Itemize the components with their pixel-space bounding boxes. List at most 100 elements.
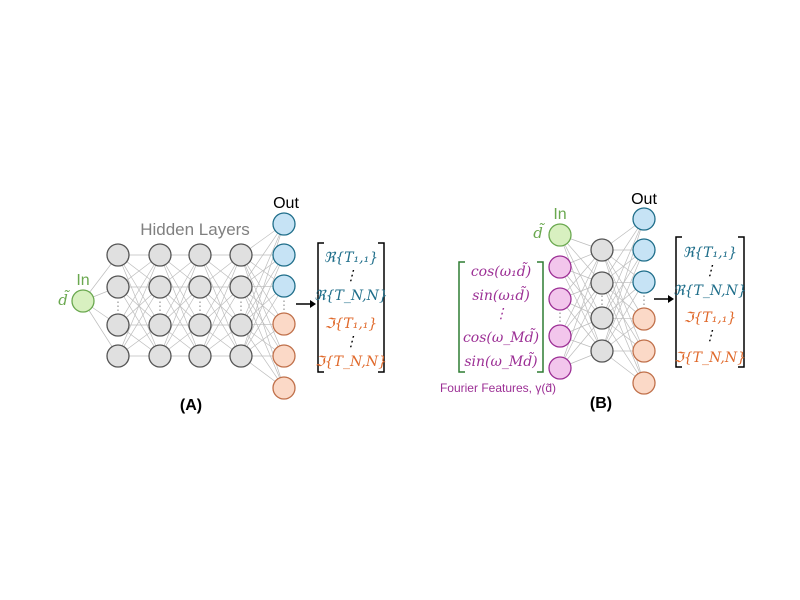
panel-a-hidden-l1-2 [106, 275, 130, 299]
fourier-cos-1: cos(ω₁d̃) [471, 261, 531, 280]
panel-a-hidden-l4-4 [229, 344, 253, 368]
edge [559, 234, 603, 319]
panel-a-out-label: Out [273, 195, 299, 212]
panel-a-input-var: d̃ [58, 290, 70, 309]
edge [240, 286, 285, 389]
panel-a-hidden-layers-label: Hidden Layers [140, 220, 250, 239]
panel-a-hidden-l3-4 [188, 344, 212, 368]
panel-b-out-real-nn: ℜ{T_N,N} [673, 283, 747, 299]
panel-b-hidden-dots: ⋮ [596, 293, 608, 307]
panel-a-hidden-l2-1 [148, 243, 172, 267]
panel-a-in-label: In [76, 272, 89, 289]
panel-a-output-imag-node-1 [272, 312, 296, 336]
panel-a-out-vdots-2: ⋮ [344, 334, 358, 350]
panel-a-hidden-l2-3 [148, 313, 172, 337]
panel-b-fourier-node-3 [548, 324, 572, 348]
panel-a-hidden-l1-1 [106, 243, 130, 267]
panel-a-hidden-l2-4 [148, 344, 172, 368]
edge [559, 282, 603, 369]
panel-b-hidden-node-3 [590, 306, 614, 330]
panel-b-hidden-node-1 [590, 238, 614, 262]
panel-a-out-imag-nn: ℑ{T_N,N} [315, 354, 387, 370]
edge [117, 254, 161, 357]
panel-b-out-vdots-1: ⋮ [703, 263, 717, 279]
panel-b-input-var: d̃ [533, 223, 545, 242]
panel-a-hidden-l2-2 [148, 275, 172, 299]
edge [559, 249, 603, 369]
panel-a-hidden-dots-2: ⋮ [154, 299, 166, 313]
panel-a-out-real-11: ℜ{T₁,₁} [324, 250, 378, 266]
edge [199, 254, 242, 326]
edge [159, 254, 201, 326]
panel-b-label: (B) [590, 395, 612, 412]
panel-a-hidden-l3-1 [188, 243, 212, 267]
fourier-feature-vector: cos(ω₁d̃) sin(ω₁d̃) ⋮ cos(ω_Md̃) sin(ω_M… [458, 261, 544, 373]
edge [601, 282, 645, 384]
panel-b-input-node-1 [548, 223, 572, 247]
edge [240, 285, 285, 357]
edge [601, 218, 645, 319]
panel-a-hidden-l1-4 [106, 344, 130, 368]
edge [159, 254, 201, 357]
panel-a-out-vdots-1: ⋮ [344, 268, 358, 284]
panel-b-output-vector: ℜ{T₁,₁} ⋮ ℜ{T_N,N} ℑ{T₁,₁} ⋮ ℑ{T_N,N} [673, 236, 747, 368]
edge [159, 286, 201, 357]
fourier-vdots: ⋮ [494, 306, 508, 322]
panel-a-out-real-nn: ℜ{T_N,N} [314, 288, 388, 304]
fourier-caption: Fourier Features, γ(d̃) [440, 381, 556, 395]
panel-b-fourier-node-4 [548, 356, 572, 380]
panel-a-hidden-dots-3: ⋮ [194, 299, 206, 313]
panel-b-out-vdots-2: ⋮ [703, 328, 717, 344]
panel-b-output-real-node-2 [632, 238, 656, 262]
panel-b-arrow [654, 295, 674, 303]
panel-b-hidden-node-2 [590, 271, 614, 295]
panel-b-output-dots: ⋮ [638, 293, 650, 307]
panel-a-input-node-1 [71, 289, 95, 313]
panel-a-hidden-l4-1 [229, 243, 253, 267]
panel-b-in-label: In [553, 206, 566, 223]
panel-b-output-real-node-3 [632, 270, 656, 294]
edge [117, 254, 161, 326]
panel-b-out-real-11: ℜ{T₁,₁} [683, 245, 737, 261]
fourier-sin-m: sin(ω_Md̃) [464, 351, 537, 370]
edge [199, 254, 242, 357]
panel-a-output-vector: ℜ{T₁,₁} ⋮ ℜ{T_N,N} ℑ{T₁,₁} ⋮ ℑ{T_N,N} [314, 242, 388, 373]
panel-b-output-imag-node-2 [632, 339, 656, 363]
edge [601, 218, 645, 284]
panel-b-fourier-dots: ⋮ [554, 310, 566, 324]
panel-b-output-imag-node-1 [632, 307, 656, 331]
edge [199, 286, 242, 357]
panel-a-output-imag-node-2 [272, 344, 296, 368]
panel-b-fourier-node-1 [548, 255, 572, 279]
panel-a-hidden-l3-3 [188, 313, 212, 337]
edge [117, 286, 161, 357]
panel-a-output-real-node-3 [272, 274, 296, 298]
panel-a-output-imag-node-3 [272, 376, 296, 400]
edge [601, 281, 645, 352]
panel-a-arrow [296, 300, 316, 308]
panel-b-output-real-node-1 [632, 207, 656, 231]
panel-b-out-imag-nn: ℑ{T_N,N} [674, 350, 746, 366]
panel-a-hidden-l3-2 [188, 275, 212, 299]
panel-a-output-real-node-2 [272, 243, 296, 267]
panel-a-hidden-l1-3 [106, 313, 130, 337]
panel-b-hidden-node-4 [590, 339, 614, 363]
panel-a-hidden-l4-2 [229, 275, 253, 299]
edge [240, 254, 285, 357]
network-nodes: ⋮ ⋮ ⋮ ⋮ ⋮ ⋮ ⋮ ⋮ [71, 207, 656, 400]
edge [601, 249, 645, 352]
panel-a-out-imag-11: ℑ{T₁,₁} [325, 316, 378, 332]
edge [240, 223, 285, 288]
panel-a-output-dots: ⋮ [278, 298, 290, 312]
panel-a-label: (A) [180, 397, 202, 414]
fourier-cos-m: cos(ω_Md̃) [463, 327, 539, 346]
panel-a-hidden-dots-4: ⋮ [235, 299, 247, 313]
edge [240, 324, 285, 389]
panel-b-fourier-node-2 [548, 287, 572, 311]
panel-a-hidden-l4-3 [229, 313, 253, 337]
panel-b-out-label: Out [631, 191, 657, 208]
edge [559, 249, 603, 337]
panel-b-output-imag-node-3 [632, 371, 656, 395]
edge [240, 223, 285, 326]
